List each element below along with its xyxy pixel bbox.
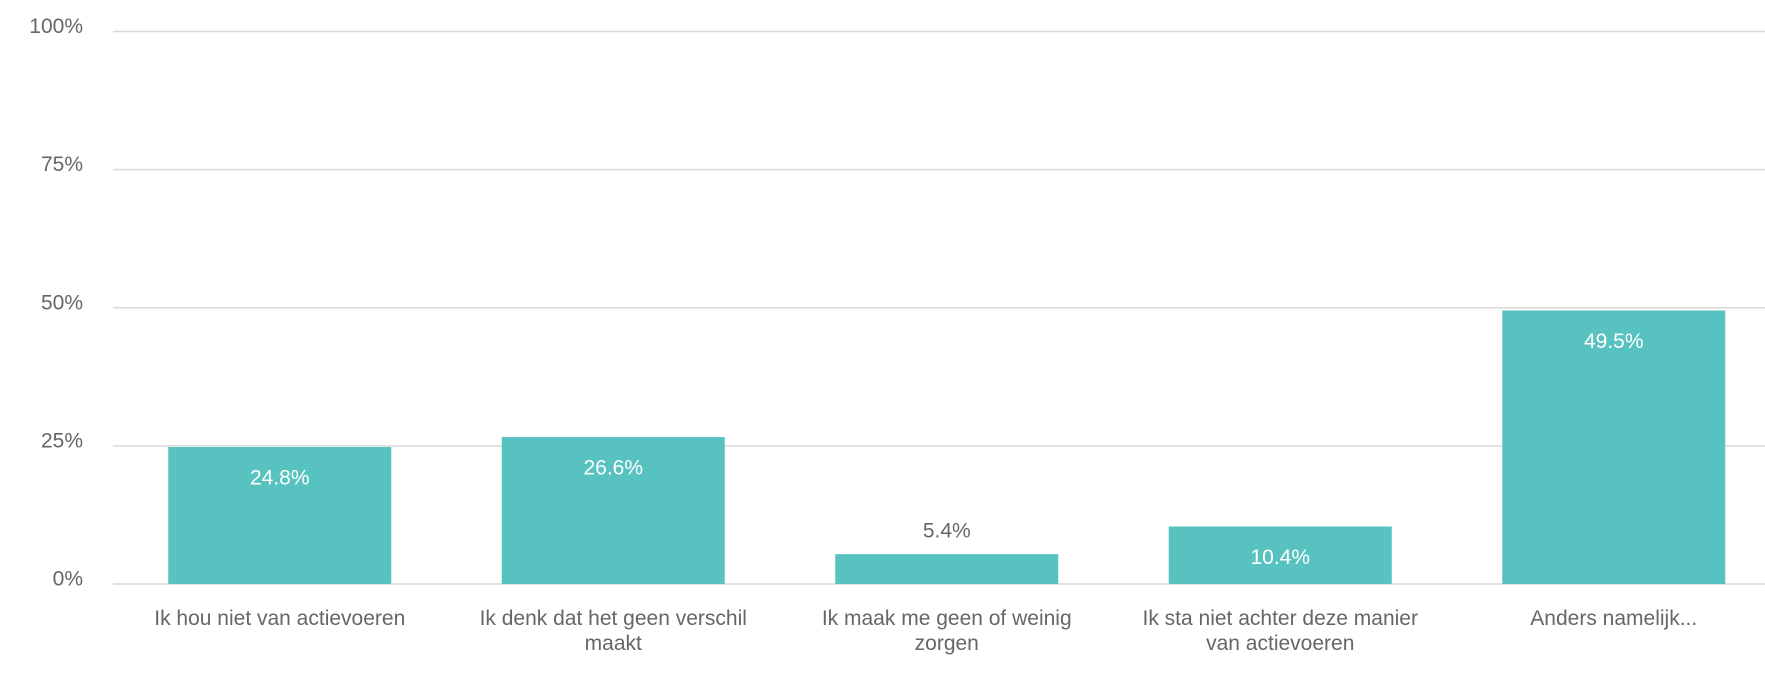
y-tick-label: 0% (53, 568, 83, 591)
bar (1168, 526, 1392, 584)
data-label: 49.5% (1584, 330, 1644, 353)
y-tick-label: 100% (29, 15, 83, 38)
bar (1502, 310, 1726, 584)
y-tick-label: 75% (41, 153, 83, 176)
y-tick-label: 25% (41, 429, 83, 452)
y-tick-label: 50% (41, 291, 83, 314)
data-label: 26.6% (583, 457, 643, 480)
data-label: 10.4% (1250, 546, 1310, 569)
data-label: 5.4% (923, 520, 971, 543)
bar (501, 437, 725, 584)
x-tick-label: Ik sta niet achter deze manier van actie… (1142, 607, 1418, 655)
x-tick-label: Ik hou niet van actievoeren (154, 607, 406, 630)
data-label: 24.8% (250, 467, 310, 490)
x-tick-label: Ik denk dat het geen verschil maakt (479, 607, 747, 655)
x-tick-label: Ik maak me geen of weinig zorgen (821, 607, 1072, 655)
bar (835, 554, 1059, 584)
x-tick-label: Anders namelijk... (1530, 607, 1698, 630)
bar (168, 446, 392, 584)
